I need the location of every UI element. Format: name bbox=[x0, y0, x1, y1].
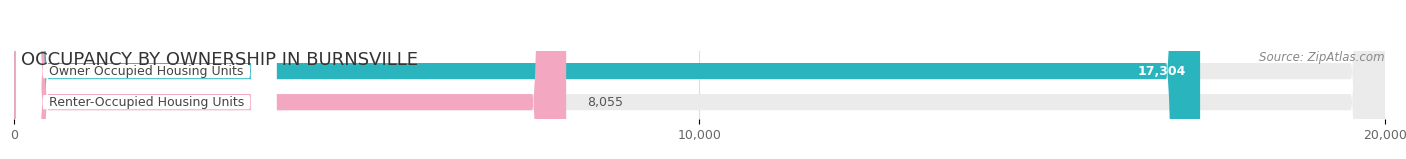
Text: 8,055: 8,055 bbox=[586, 96, 623, 109]
FancyBboxPatch shape bbox=[14, 0, 1201, 159]
FancyBboxPatch shape bbox=[15, 0, 277, 159]
Text: Source: ZipAtlas.com: Source: ZipAtlas.com bbox=[1260, 51, 1385, 64]
FancyBboxPatch shape bbox=[15, 0, 277, 159]
Text: OCCUPANCY BY OWNERSHIP IN BURNSVILLE: OCCUPANCY BY OWNERSHIP IN BURNSVILLE bbox=[21, 51, 418, 69]
FancyBboxPatch shape bbox=[14, 0, 567, 159]
FancyBboxPatch shape bbox=[14, 0, 1385, 159]
Text: Owner Occupied Housing Units: Owner Occupied Housing Units bbox=[49, 65, 243, 78]
Text: Renter-Occupied Housing Units: Renter-Occupied Housing Units bbox=[49, 96, 245, 109]
Text: 17,304: 17,304 bbox=[1137, 65, 1187, 78]
FancyBboxPatch shape bbox=[14, 0, 1385, 159]
